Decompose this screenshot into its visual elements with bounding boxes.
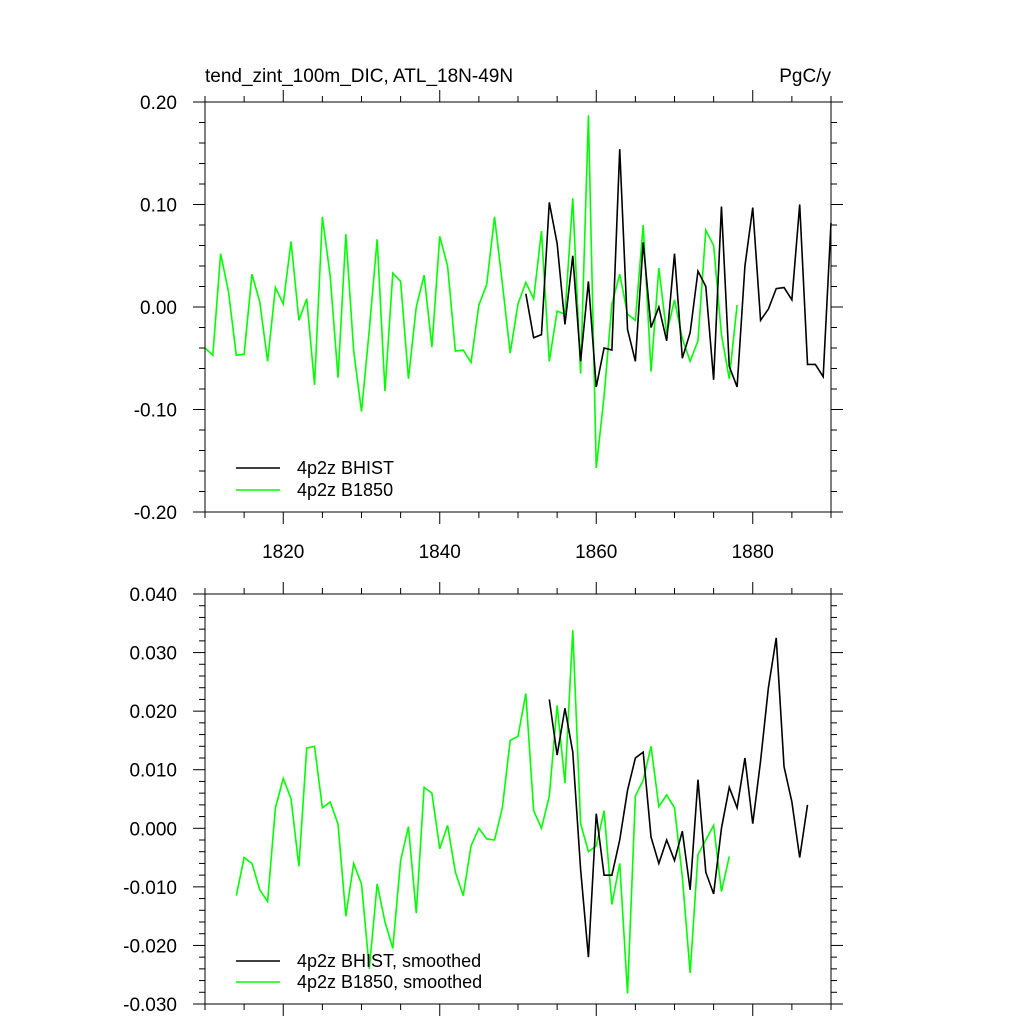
- x-tick-label: 1840: [419, 542, 461, 563]
- top-series: [204, 115, 832, 469]
- bottom-plot-frame: [204, 593, 832, 1005]
- y-tick-label: -0.10: [134, 401, 177, 422]
- x-tick-label: 1880: [732, 542, 774, 563]
- y-tick-label: -0.030: [123, 995, 177, 1016]
- legend-label: 4p2z BHIST, smoothed: [297, 951, 481, 971]
- bottom-panel: 0.040 0.030 0.020 0.010 0.000 -0.010 -0.020 -0.…: [123, 582, 843, 1016]
- y-tick-label: -0.010: [123, 878, 177, 899]
- y-tick-label: 0.040: [129, 585, 177, 606]
- top-tick-labels: 1820 1840 1860 1880 0.20 0.10 0.00 -0.10 -0.20: [134, 93, 774, 563]
- bottom-tick-labels: 0.040 0.030 0.020 0.010 0.000 -0.010 -0.020 -0.…: [123, 585, 177, 1016]
- bottom-series-line-1: [235, 630, 731, 994]
- y-tick-label: -0.020: [123, 936, 177, 957]
- top-axis-ticks: [193, 90, 843, 524]
- top-plot-frame: [204, 101, 832, 513]
- y-tick-label: 0.000: [129, 819, 177, 840]
- chart-title: tend_zint_100m_DIC, ATL_18N-49N: [205, 66, 513, 87]
- legend-label: 4p2z B1850, smoothed: [297, 972, 482, 992]
- units-label: PgC/y: [779, 66, 831, 87]
- y-tick-label: 0.020: [129, 702, 177, 723]
- bottom-series-line-0: [548, 637, 809, 958]
- y-tick-label: 0.10: [140, 196, 177, 217]
- bottom-series: [235, 630, 809, 994]
- top-series-line-1: [204, 115, 738, 469]
- y-tick-label: 0.030: [129, 644, 177, 665]
- y-tick-label: -0.20: [134, 503, 177, 524]
- legend-label: 4p2z BHIST: [297, 458, 394, 478]
- legend-label: 4p2z B1850: [297, 480, 393, 500]
- top-panel: tend_zint_100m_DIC, ATL_18N-49N PgC/y 18…: [134, 66, 843, 563]
- y-tick-label: 0.010: [129, 761, 177, 782]
- bottom-axis-ticks: [193, 582, 843, 1016]
- top-series-line-0: [525, 149, 832, 388]
- x-tick-label: 1860: [575, 542, 617, 563]
- x-tick-label: 1820: [262, 542, 304, 563]
- y-tick-label: 0.20: [140, 93, 177, 114]
- y-tick-label: 0.00: [140, 298, 177, 319]
